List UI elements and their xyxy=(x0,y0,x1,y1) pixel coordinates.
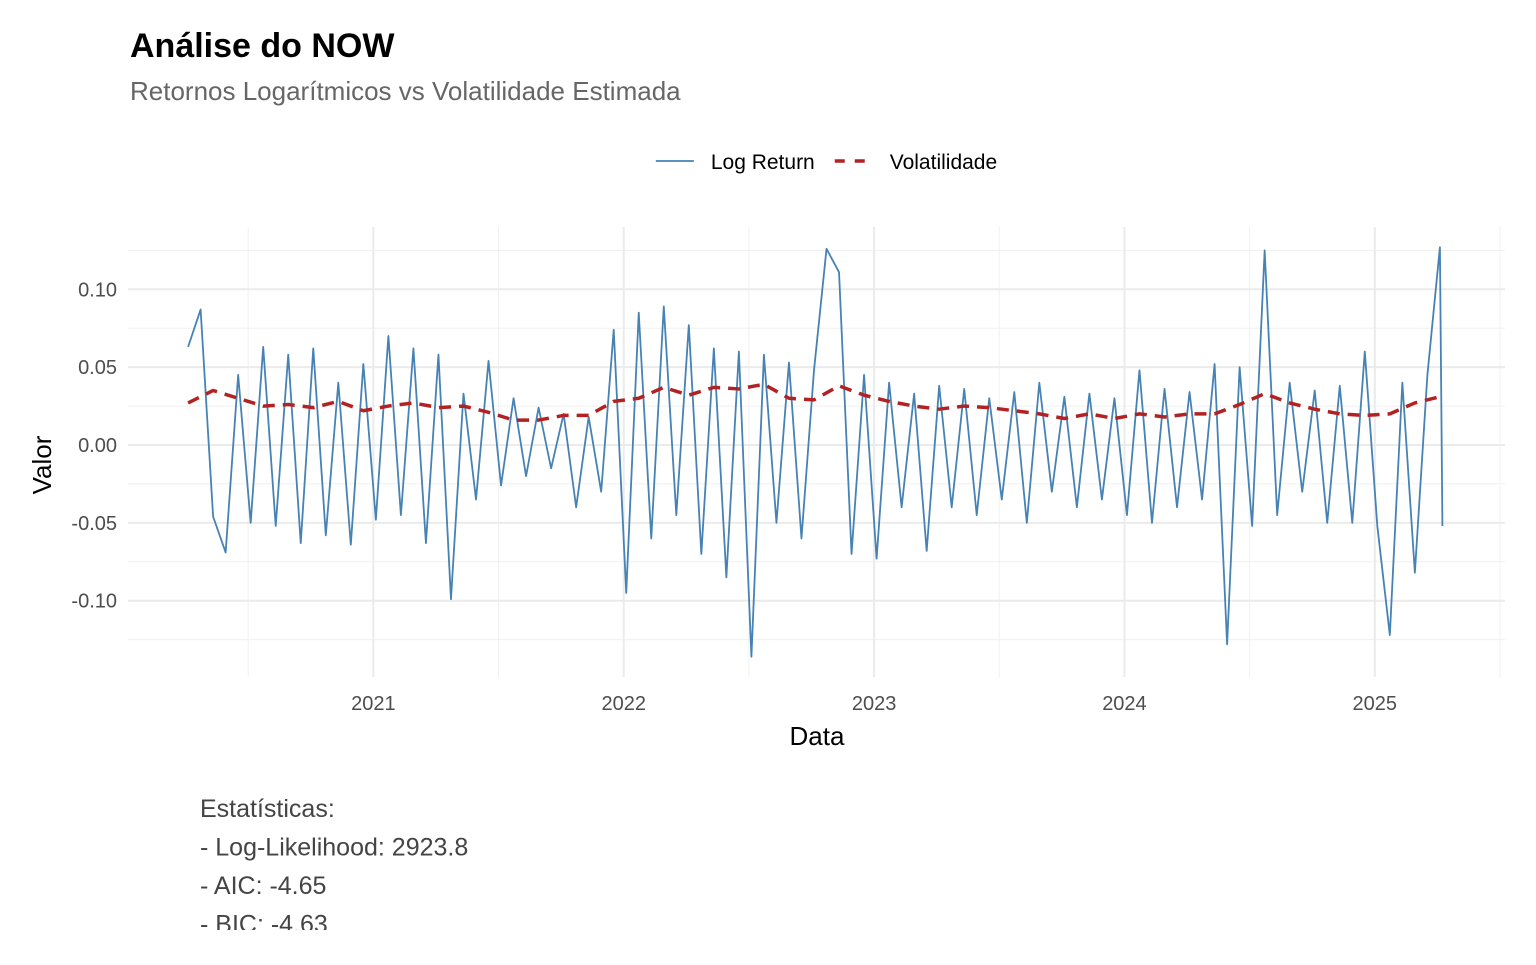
y-tick-label: -0.10 xyxy=(71,591,117,613)
series-line xyxy=(187,382,1441,422)
y-tick-label: 0.00 xyxy=(78,435,117,457)
x-tick-label: 2025 xyxy=(1353,693,1398,715)
legend-item: Log Return xyxy=(655,151,815,174)
chart-title: Análise do NOW xyxy=(130,27,395,65)
grid xyxy=(128,227,1505,677)
statistic-line: Estatísticas: xyxy=(200,795,335,823)
x-tick-label: 2023 xyxy=(852,693,897,715)
legend-label: Volatilidade xyxy=(890,151,997,174)
y-tick-label: 0.10 xyxy=(78,279,117,301)
legend-item: Volatilidade xyxy=(834,151,997,174)
x-tick-label: 2021 xyxy=(351,693,396,715)
statistics: Estatísticas: - Log-Likelihood: 2923.8 - A… xyxy=(200,795,468,939)
y-tick-label: -0.05 xyxy=(71,513,117,535)
statistic-line: - AIC: -4.65 xyxy=(200,872,326,900)
statistic-line: - Log-Likelihood: 2923.8 xyxy=(200,834,468,862)
x-tick-label: 2022 xyxy=(601,693,646,715)
legend: Log Return Volatilidade xyxy=(655,151,997,174)
x-axis-title: Data xyxy=(790,721,845,751)
y-tick-label: 0.05 xyxy=(78,357,117,379)
chart-subtitle: Retornos Logarítmicos vs Volatilidade Es… xyxy=(130,76,681,106)
plot-area xyxy=(187,246,1444,658)
x-tick-label: 2024 xyxy=(1102,693,1147,715)
series-line xyxy=(187,246,1444,658)
statistic-line: - BIC: -4.63 xyxy=(200,911,328,939)
y-axis-title: Valor xyxy=(27,435,57,494)
legend-label: Log Return xyxy=(711,151,815,174)
